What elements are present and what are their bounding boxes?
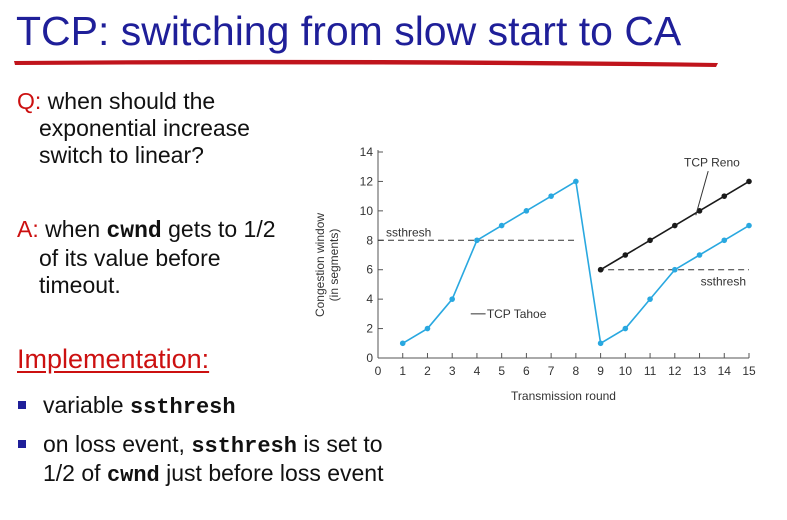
x-tick-label: 11 — [644, 364, 657, 378]
data-point — [746, 222, 752, 229]
implementation-heading: Implementation: — [17, 344, 210, 374]
x-tick-label: 2 — [424, 364, 431, 378]
answer-label: A: — [17, 216, 39, 242]
data-point — [696, 252, 703, 258]
data-point — [622, 325, 629, 332]
bullet1-text: variable — [43, 392, 130, 418]
tahoe-series-label: TCP Tahoe — [487, 307, 547, 321]
x-tick-label: 12 — [668, 364, 682, 378]
data-point — [597, 266, 604, 273]
ssthresh-label: ssthresh — [386, 225, 431, 239]
data-point — [647, 237, 653, 244]
data-point — [672, 266, 678, 273]
ssthresh-label: ssthresh — [701, 275, 746, 289]
data-point — [474, 237, 480, 244]
data-point — [597, 340, 604, 347]
x-tick-label: 4 — [474, 364, 481, 378]
x-tick-label: 9 — [597, 364, 604, 378]
bullet2-text-mid: is set to 1/2 of — [43, 431, 383, 486]
answer-code-cwnd: cwnd — [106, 218, 162, 244]
data-point — [696, 208, 703, 214]
y-tick-label: 6 — [366, 263, 373, 277]
answer-text-pre: when — [38, 216, 107, 242]
x-tick-label: 15 — [742, 364, 756, 378]
bullet2-code-cwnd: cwnd — [106, 463, 160, 488]
bullet1-code: ssthresh — [129, 395, 236, 420]
x-tick-label: 6 — [523, 364, 530, 378]
reno-callout-line — [695, 170, 709, 216]
y-axis-label-line2: (in segments) — [327, 229, 341, 302]
reno-series-label: TCP Reno — [684, 156, 740, 170]
data-point — [399, 340, 406, 347]
answer-block: A: when cwnd gets to 1/2 of its value be… — [17, 216, 292, 299]
x-tick-label: 5 — [498, 364, 505, 378]
x-tick-label: 8 — [573, 364, 580, 378]
data-point — [622, 252, 629, 258]
bullet-variable-ssthresh: variable ssthresh — [17, 392, 387, 421]
data-point — [672, 222, 678, 229]
y-axis-label-line1: Congestion window — [313, 213, 327, 317]
data-point — [721, 237, 728, 244]
slide-title: TCP: switching from slow start to CA — [16, 8, 682, 54]
data-point — [424, 325, 431, 332]
implementation-bullets: variable ssthresh on loss event, ssthres… — [17, 392, 387, 499]
data-point — [573, 178, 579, 185]
x-tick-label: 10 — [619, 364, 633, 378]
x-tick-label: 0 — [375, 364, 382, 378]
x-tick-label: 14 — [718, 364, 732, 378]
x-tick-label: 3 — [449, 364, 456, 378]
data-point — [746, 178, 752, 185]
y-tick-label: 12 — [360, 174, 374, 188]
bullet2-text-pre: on loss event, — [43, 431, 192, 457]
question-block: Q: when should the exponential increase … — [17, 88, 292, 169]
data-point — [523, 208, 530, 214]
bullet-loss-event: on loss event, ssthresh is set to 1/2 of… — [17, 431, 387, 489]
y-tick-label: 0 — [366, 351, 373, 365]
series-line-tahoe — [402, 180, 750, 345]
x-axis-label: Transmission round — [511, 389, 616, 403]
y-tick-label: 8 — [366, 233, 373, 247]
data-point — [721, 193, 728, 199]
data-point — [449, 296, 455, 302]
x-tick-label: 13 — [693, 364, 707, 378]
x-tick-label: 7 — [548, 364, 555, 378]
x-tick-label: 1 — [399, 364, 406, 378]
question-text: when should the exponential increase swi… — [39, 88, 250, 168]
y-tick-label: 4 — [366, 292, 373, 306]
y-tick-label: 14 — [360, 145, 374, 159]
bullet-square-icon — [18, 440, 26, 448]
data-point — [647, 296, 653, 302]
data-point — [548, 193, 554, 199]
answer-text-post: gets to 1/2 of its value before timeout. — [39, 216, 276, 298]
question-label: Q: — [17, 88, 42, 114]
data-point — [498, 222, 505, 229]
y-tick-label: 2 — [366, 322, 373, 336]
bullet2-text-post: just before loss event — [159, 460, 384, 486]
title-underline — [14, 59, 718, 67]
bullet-square-icon — [18, 401, 26, 409]
y-tick-label: 10 — [360, 204, 374, 218]
bullet2-code-ssthresh: ssthresh — [191, 434, 297, 459]
